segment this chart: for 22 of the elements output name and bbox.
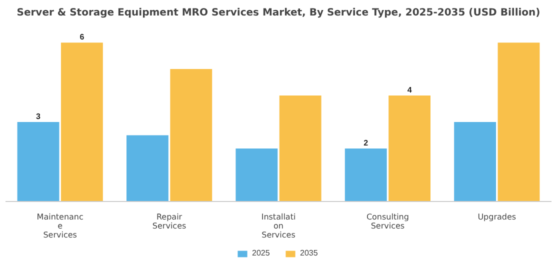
bar: [236, 148, 278, 202]
x-tick-label: Upgrades: [478, 212, 516, 222]
data-label: 3: [36, 112, 42, 122]
data-label: 2: [364, 138, 369, 148]
bar: [279, 96, 322, 202]
x-tick-label: Maintenance Services: [36, 212, 84, 240]
bar: [498, 42, 540, 202]
bar: [344, 148, 387, 202]
bar: [126, 135, 168, 202]
bar: [454, 122, 496, 202]
bar: [170, 69, 212, 202]
legend-label: 2025: [252, 248, 271, 258]
x-tick-label: Repair Services: [152, 212, 186, 230]
x-tick-label: Installation Services: [261, 212, 296, 240]
data-label: 4: [407, 86, 412, 95]
chart-title: Server & Storage Equipment MRO Services Market, By Service Type, 2025-2035 (USD Billion): [16, 8, 540, 18]
bar: [388, 96, 431, 202]
x-tick-label: Consulting Services: [366, 212, 409, 230]
legend-label: 2035: [300, 248, 319, 258]
data-label: 6: [80, 32, 85, 42]
bar: [60, 42, 103, 202]
bar: [17, 122, 60, 202]
